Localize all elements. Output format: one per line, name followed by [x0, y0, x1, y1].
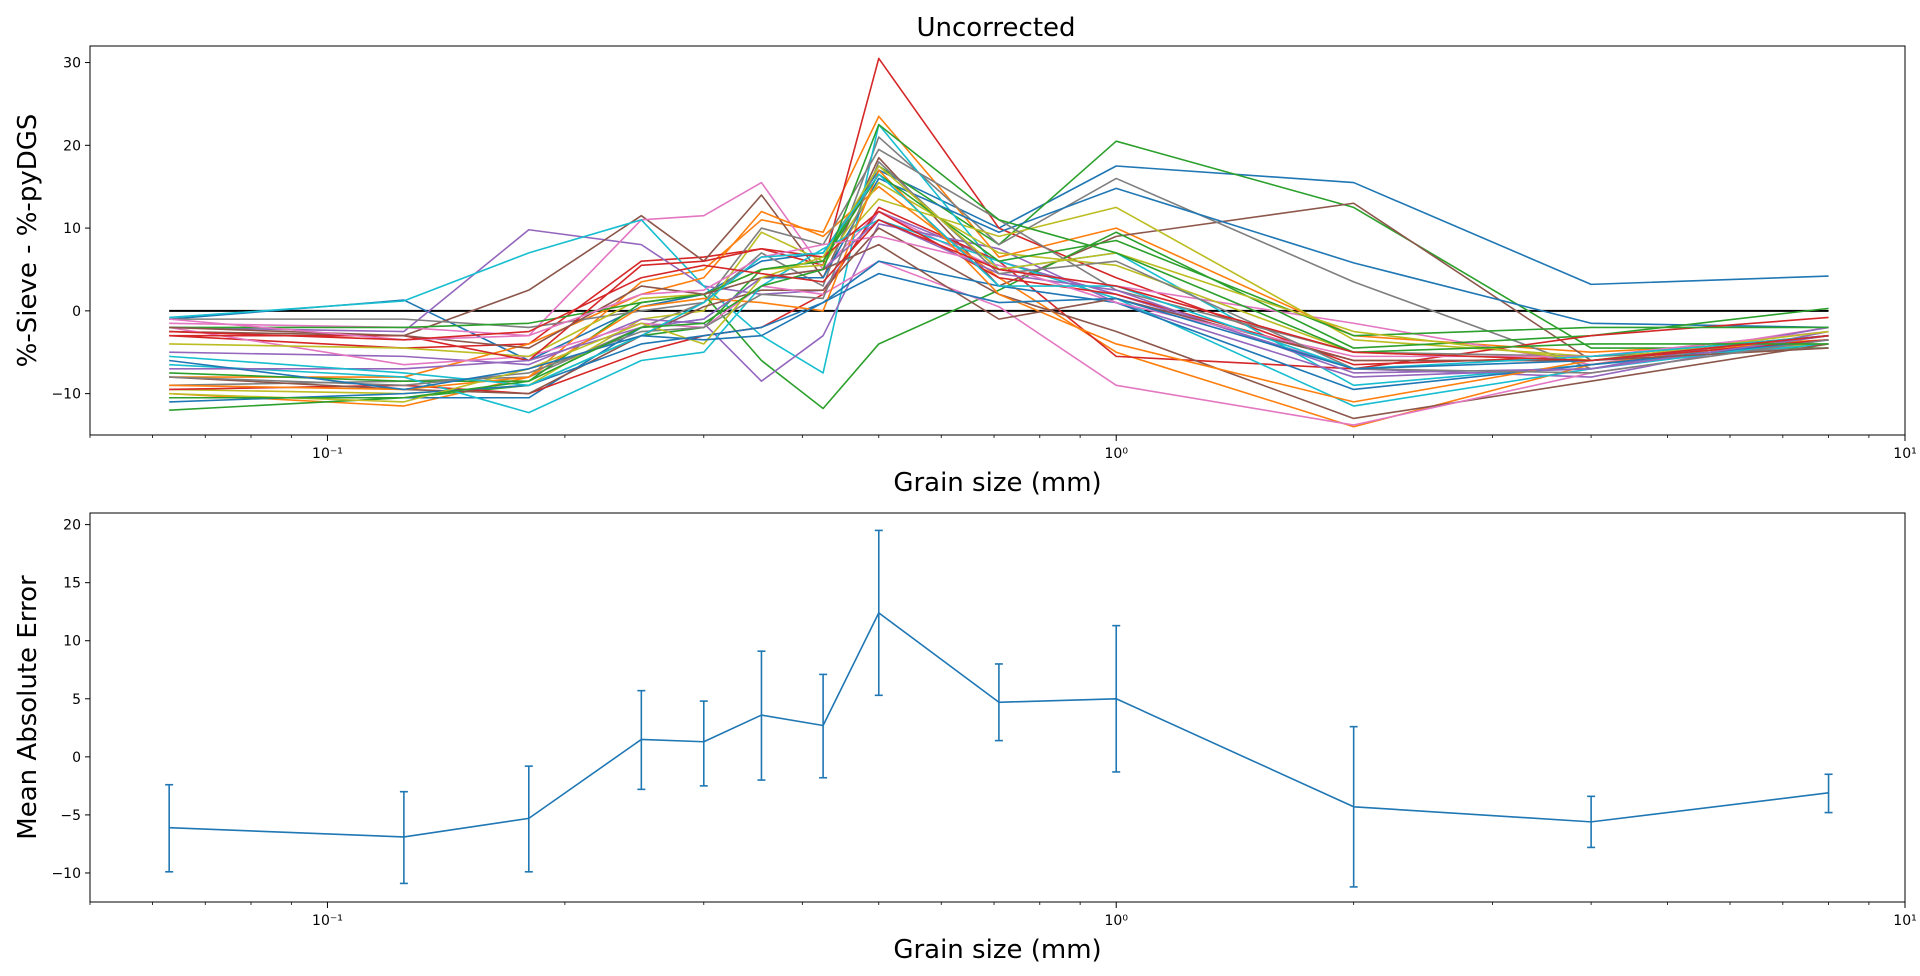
y-tick-label: 20	[63, 518, 81, 534]
series-line-15	[169, 223, 1829, 383]
y-tick-label: 0	[72, 304, 81, 320]
series-line-31	[169, 272, 1829, 391]
y-axis-label-bottom: Mean Absolute Error	[13, 575, 43, 840]
series-line-27	[169, 235, 1829, 358]
y-tick-label: 5	[72, 692, 81, 708]
y-tick-label: 10	[63, 634, 81, 650]
y-tick-label: −10	[51, 387, 81, 403]
y-tick-label: 20	[63, 138, 81, 154]
x-tick-label: 10⁻¹	[312, 913, 343, 929]
plot-area-top	[169, 57, 1829, 428]
series-line-11	[169, 177, 1829, 399]
x-axis-label-bottom: Grain size (mm)	[893, 935, 1101, 965]
y-tick-label: 10	[63, 221, 81, 237]
y-tick-label: −5	[60, 808, 81, 824]
y-tick-label: −10	[51, 866, 81, 882]
x-tick-label: 10¹	[1893, 913, 1916, 929]
error-bar	[699, 700, 708, 787]
chart-title: Uncorrected	[916, 13, 1075, 43]
series-line-22	[169, 169, 1829, 403]
x-tick-label: 10⁰	[1105, 913, 1129, 929]
series-line-1	[169, 612, 1829, 838]
series-line-12	[169, 185, 1829, 428]
axes-frame-top	[89, 45, 1906, 436]
y-tick-label: 30	[63, 56, 81, 72]
y-axis-label-top: %-Sieve - %-pyDGS	[13, 114, 43, 368]
axes-frame-bottom	[89, 512, 1906, 903]
series-line-16	[169, 227, 1829, 420]
x-tick-label: 10⁰	[1105, 446, 1129, 462]
series-line-25	[169, 219, 1829, 374]
axis-ticks-top: −10 0 10 20 30 10⁻¹ 10⁰ 10¹	[51, 56, 1916, 462]
x-axis-label-top: Grain size (mm)	[893, 468, 1101, 498]
plot-area-bottom	[165, 529, 1833, 888]
series-line-10	[169, 123, 1829, 387]
series-line-19	[169, 181, 1829, 362]
y-tick-label: 15	[63, 576, 81, 592]
top-panel-uncorrected: Uncorrected −10 0 10 20 30 10⁻¹ 10⁰ 10¹ Grain s…	[13, 13, 1917, 498]
y-tick-label: 0	[72, 750, 81, 766]
series-line-33	[169, 219, 1829, 362]
axis-ticks-bottom: −10 −5 0 5 10 15 20 10⁻¹ 10⁰ 10¹	[51, 518, 1916, 929]
series-line-6	[169, 156, 1829, 362]
series-line-23	[169, 173, 1829, 337]
x-tick-label: 10¹	[1893, 446, 1916, 462]
x-tick-label: 10⁻¹	[312, 446, 343, 462]
series-line-20	[169, 219, 1829, 414]
